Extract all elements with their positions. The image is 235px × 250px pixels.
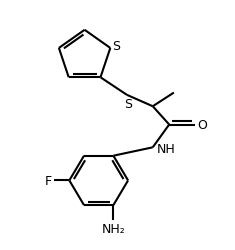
Text: NH₂: NH₂: [102, 222, 125, 235]
Text: NH: NH: [156, 142, 175, 155]
Text: S: S: [124, 98, 132, 111]
Text: O: O: [197, 118, 207, 132]
Text: F: F: [45, 174, 52, 187]
Text: S: S: [112, 40, 120, 53]
